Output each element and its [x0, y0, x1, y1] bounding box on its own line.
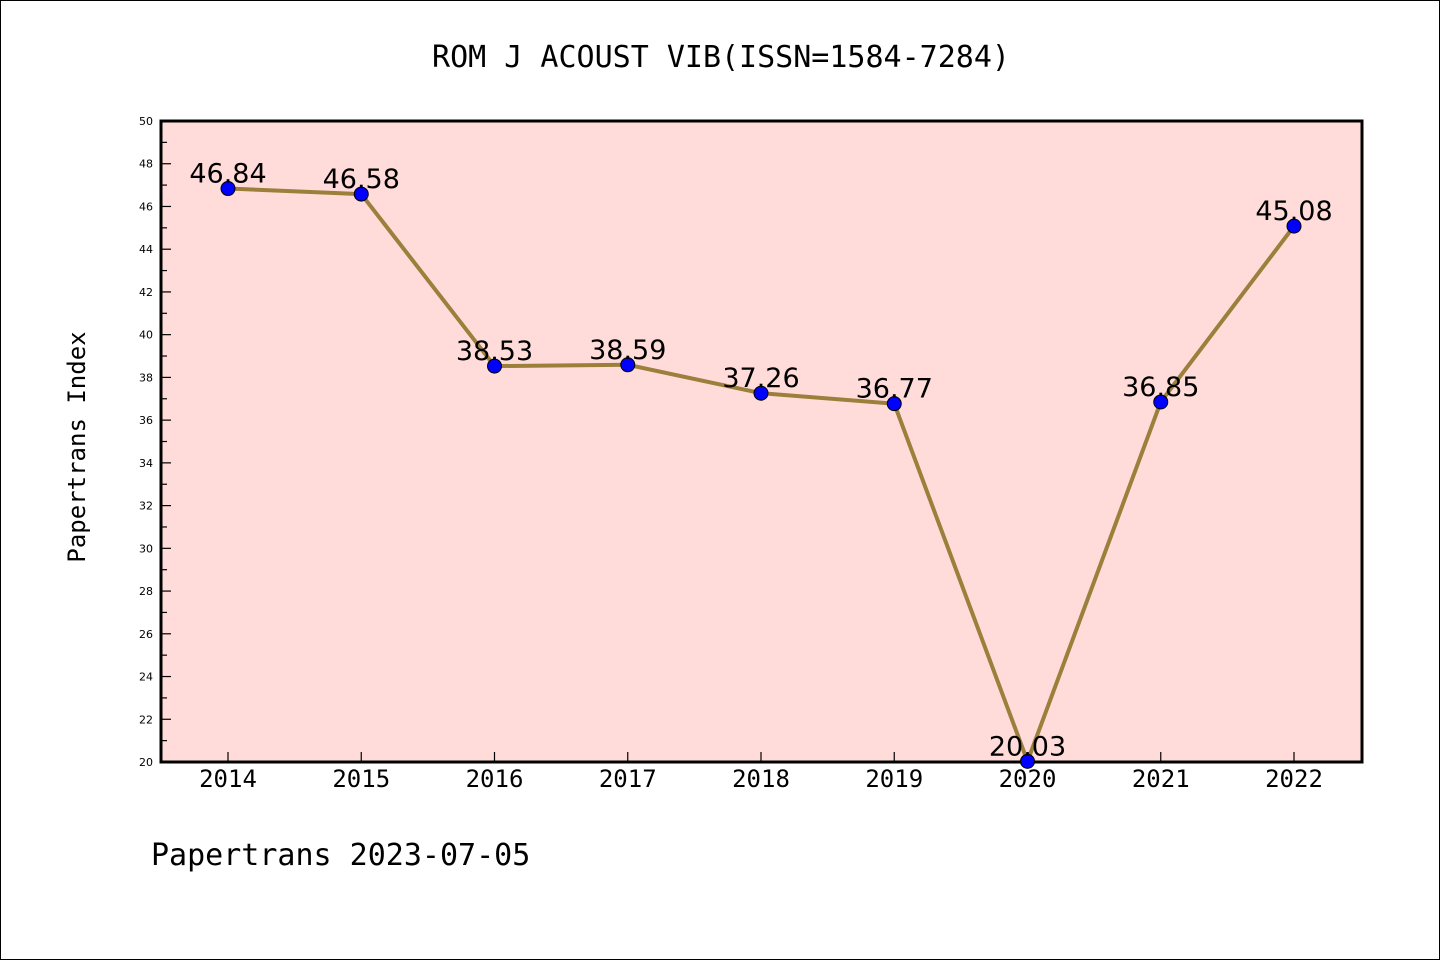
y-tick-label: 32	[139, 500, 153, 513]
data-label: 38.59	[589, 335, 666, 366]
y-tick-label: 42	[139, 286, 153, 299]
data-label: 36.77	[856, 374, 933, 405]
y-tick-label: 38	[139, 371, 153, 384]
data-point	[886, 396, 902, 412]
y-tick-label: 28	[139, 585, 153, 598]
data-label: 46.58	[323, 164, 400, 195]
y-tick-label: 46	[139, 200, 153, 213]
data-point	[353, 186, 369, 202]
x-tick-label: 2016	[466, 765, 524, 793]
data-point	[487, 358, 502, 374]
x-tick-label: 2020	[999, 765, 1057, 793]
y-tick-label: 36	[139, 414, 153, 427]
data-point	[1153, 394, 1169, 410]
data-point	[1020, 753, 1035, 769]
y-tick-label: 24	[139, 671, 153, 684]
footer-credit: Papertrans 2023-07-05	[151, 838, 530, 873]
x-tick-label: 2017	[599, 765, 657, 793]
data-label: 46.84	[189, 159, 266, 190]
data-label: 36.85	[1122, 372, 1199, 403]
x-tick-label: 2021	[1132, 765, 1190, 793]
y-tick-label: 22	[139, 713, 153, 726]
x-tick-label: 2019	[865, 765, 923, 793]
data-label: 37.26	[722, 363, 799, 394]
y-tick-label: 34	[139, 457, 153, 470]
data-label: 45.08	[1255, 196, 1332, 227]
data-labels: 46.84 46.58 38.53 38.59 37.26 36.77 20.03 36.85…	[189, 159, 1332, 763]
x-tick-label: 2018	[732, 765, 790, 793]
data-label: 38.53	[456, 336, 533, 367]
chart-title: ROM J ACOUST VIB(ISSN=1584-7284)	[432, 40, 1010, 75]
y-tick-label: 44	[139, 243, 153, 256]
y-tick-label: 50	[139, 115, 153, 128]
y-axis-label: Papertrans Index	[63, 331, 91, 562]
data-label: 20.03	[989, 731, 1066, 762]
y-tick-label: 30	[139, 542, 153, 555]
series-markers	[220, 181, 1302, 769]
x-axis: 2014 2015 2016 2017 2018 2019 2020 2021 2022	[199, 752, 1323, 793]
y-axis: 20 22 24 26 28 30 32 34 36 38 40 42 44 46 48 50	[139, 115, 171, 769]
data-point	[620, 357, 636, 373]
data-point	[753, 385, 769, 401]
data-point	[1286, 218, 1302, 234]
y-tick-label: 26	[139, 628, 153, 641]
x-tick-label: 2015	[332, 765, 390, 793]
data-point	[220, 181, 236, 197]
y-tick-label: 20	[139, 756, 153, 769]
plot-area	[159, 119, 1364, 764]
x-tick-label: 2014	[199, 765, 257, 793]
x-tick-label: 2022	[1265, 765, 1323, 793]
y-tick-label: 40	[139, 329, 153, 342]
y-tick-label: 48	[139, 158, 153, 171]
